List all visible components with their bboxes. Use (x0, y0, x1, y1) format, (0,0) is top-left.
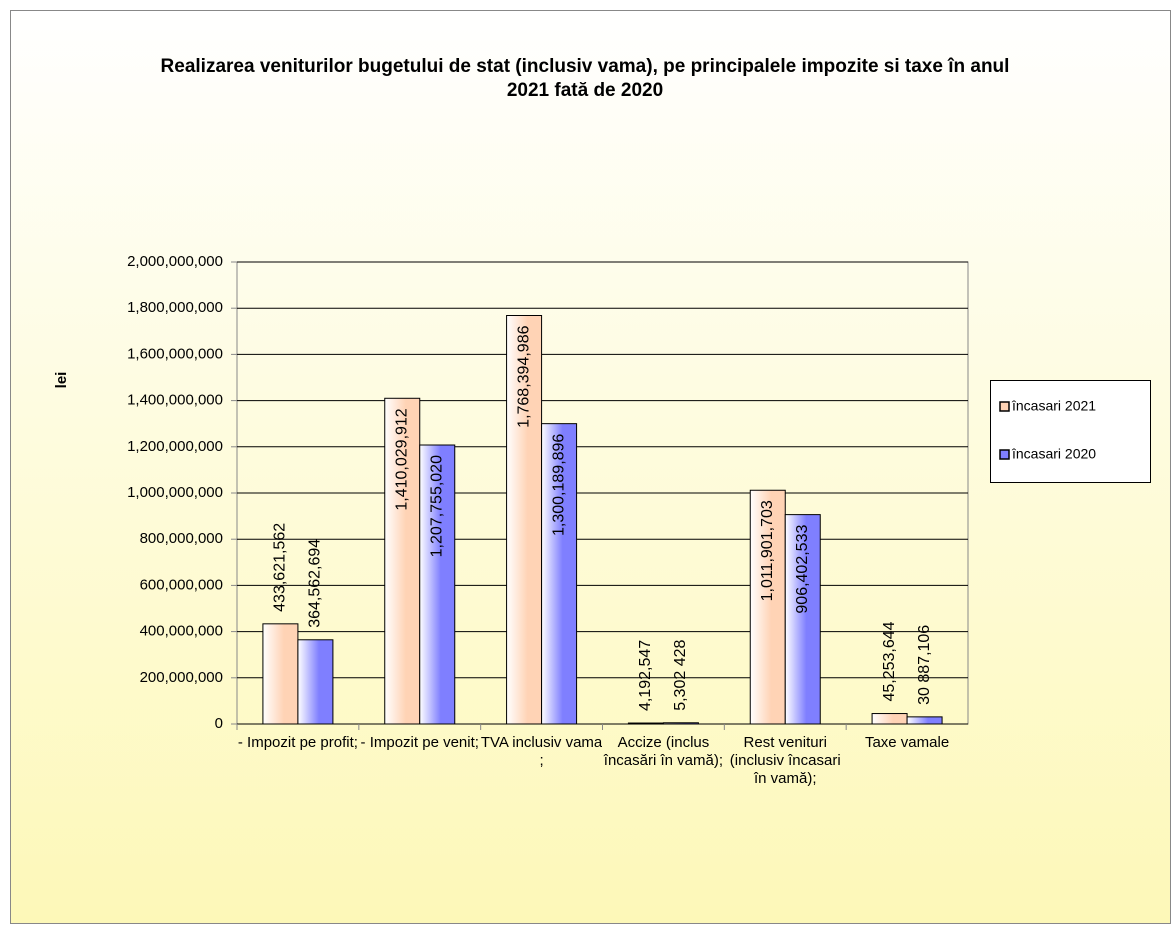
x-tick-box: - Impozit pe venit; (360, 734, 479, 751)
x-tick-label: - Impozit pe profit; (237, 734, 358, 751)
legend-swatch (999, 449, 1010, 460)
y-tick-label: 200,000,000 (140, 669, 223, 686)
bar (662, 722, 699, 725)
value-label: 433,621,562 (272, 523, 289, 612)
chart-title: Realizarea veniturilor bugetului de stat… (160, 56, 1010, 101)
value-label: 1,300,189,896 (550, 434, 567, 536)
y-tick-label: 1,600,000,000 (127, 345, 223, 362)
bar (506, 315, 543, 725)
y-tick-label: 0 (215, 715, 223, 732)
title-box: Realizarea veniturilor bugetului de stat… (160, 56, 1010, 101)
value-label: 30 887,106 (916, 625, 933, 705)
value-label: 1,011,901,703 (759, 500, 776, 601)
value-label: 1,410,029,912 (393, 408, 410, 510)
x-tick-box: Accize (inclus încasări în vamă); (603, 734, 724, 769)
value-label: 906,402,533 (794, 525, 811, 614)
bar (419, 444, 456, 725)
y-tick-label: 1,200,000,000 (127, 438, 223, 455)
legend (990, 380, 1151, 483)
value-label: 4,192,547 (637, 640, 654, 711)
bar (906, 716, 943, 725)
bar (297, 639, 334, 725)
x-tick-box: - Impozit pe profit; (237, 734, 358, 751)
bar (784, 514, 821, 725)
y-tick-label: 2,000,000,000 (127, 253, 223, 270)
legend-label: încasari 2021 (1011, 398, 1096, 414)
bar (749, 489, 786, 725)
x-tick-label: Taxe vamale (864, 734, 950, 751)
y-tick-label: 1,800,000,000 (127, 299, 223, 316)
chart-background (10, 10, 1171, 924)
x-tick-box: Taxe vamale (864, 734, 950, 751)
x-tick-label: Accize (inclus încasări în vamă); (603, 734, 724, 769)
value-label: 1,207,755,020 (428, 455, 445, 557)
y-tick-label: 600,000,000 (140, 576, 223, 593)
bar (541, 423, 578, 725)
y-tick-label: 1,000,000,000 (127, 484, 223, 501)
legend-swatch (999, 401, 1010, 412)
x-tick-box: TVA inclusiv vama ; (480, 734, 603, 769)
x-tick-label: - Impozit pe venit; (360, 734, 479, 751)
value-label: 45,253,644 (881, 621, 898, 701)
y-tick-label: 400,000,000 (140, 623, 223, 640)
legend-label: încasari 2020 (1011, 446, 1096, 462)
value-label: 1,768,394,986 (515, 325, 532, 427)
y-axis-label: lei (53, 372, 70, 389)
bar (384, 397, 421, 725)
x-tick-label: TVA inclusiv vama ; (480, 734, 603, 769)
bar (262, 623, 299, 725)
x-tick-label: Rest venituri (inclusiv încasari în vamă… (729, 734, 841, 787)
y-tick-label: 800,000,000 (140, 530, 223, 547)
value-label: 364,562,694 (307, 539, 324, 628)
value-label: 5,302 428 (672, 639, 689, 710)
bar (627, 722, 664, 725)
y-tick-label: 1,400,000,000 (127, 392, 223, 409)
x-tick-box: Rest venituri (inclusiv încasari în vamă… (729, 734, 841, 787)
bar (871, 713, 908, 725)
